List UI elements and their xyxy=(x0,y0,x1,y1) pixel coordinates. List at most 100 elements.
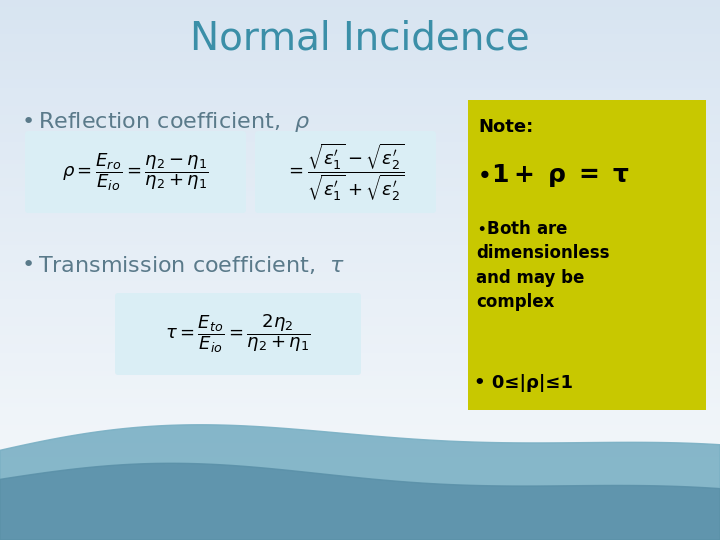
Bar xyxy=(0,467,720,472)
Bar xyxy=(0,390,720,396)
Bar xyxy=(0,368,720,374)
Bar xyxy=(0,525,720,531)
Bar xyxy=(0,125,720,131)
Bar xyxy=(0,454,720,459)
Bar xyxy=(0,107,720,112)
Bar xyxy=(0,89,720,94)
Bar xyxy=(0,489,720,495)
Bar xyxy=(0,66,720,72)
Bar xyxy=(0,76,720,81)
Bar xyxy=(0,3,720,9)
Bar xyxy=(0,130,720,135)
Bar xyxy=(0,431,720,436)
Bar xyxy=(0,354,720,360)
Bar xyxy=(0,377,720,382)
Bar xyxy=(0,170,720,176)
Bar xyxy=(0,449,720,455)
Text: $= \dfrac{\sqrt{\varepsilon_1^{\prime}} - \sqrt{\varepsilon_2^{\prime}}}{\sqrt{\: $= \dfrac{\sqrt{\varepsilon_1^{\prime}} … xyxy=(285,141,405,203)
Bar xyxy=(0,363,720,369)
Bar xyxy=(0,427,720,432)
Text: •: • xyxy=(22,255,35,275)
Bar xyxy=(0,292,720,297)
Bar xyxy=(0,80,720,85)
Bar xyxy=(0,404,720,409)
Bar xyxy=(0,476,720,482)
Bar xyxy=(0,246,720,252)
Bar xyxy=(0,269,720,274)
Bar xyxy=(0,12,720,18)
Bar xyxy=(0,152,720,158)
Bar xyxy=(0,238,720,243)
Bar xyxy=(0,305,720,310)
Bar xyxy=(0,211,720,216)
Bar xyxy=(0,417,720,423)
Bar xyxy=(0,188,720,193)
Bar xyxy=(0,255,720,261)
Text: • 0≤|ρ|≤1: • 0≤|ρ|≤1 xyxy=(474,374,573,392)
Bar xyxy=(0,0,720,4)
Bar xyxy=(0,278,720,284)
Bar xyxy=(0,219,720,225)
Bar xyxy=(0,22,720,27)
Bar xyxy=(0,111,720,117)
Bar xyxy=(0,57,720,63)
Bar xyxy=(0,26,720,31)
Bar xyxy=(0,116,720,122)
Bar xyxy=(0,508,720,513)
Bar xyxy=(0,39,720,45)
Bar xyxy=(0,481,720,486)
Bar xyxy=(0,413,720,418)
Bar xyxy=(0,381,720,387)
Bar xyxy=(0,350,720,355)
Bar xyxy=(0,309,720,315)
Bar xyxy=(0,373,720,378)
Polygon shape xyxy=(0,463,720,540)
Bar xyxy=(0,98,720,104)
Text: •: • xyxy=(22,112,35,132)
Bar xyxy=(0,287,720,293)
Bar xyxy=(0,400,720,405)
Bar xyxy=(0,192,720,198)
Bar xyxy=(0,435,720,441)
Bar xyxy=(0,408,720,414)
Bar xyxy=(0,471,720,477)
Bar xyxy=(0,260,720,266)
Bar xyxy=(0,521,720,526)
Bar xyxy=(0,201,720,207)
Bar xyxy=(0,165,720,171)
Bar xyxy=(0,498,720,504)
Bar xyxy=(0,494,720,500)
Bar xyxy=(0,228,720,234)
Bar xyxy=(0,503,720,509)
Bar xyxy=(0,332,720,338)
Bar xyxy=(0,346,720,351)
FancyBboxPatch shape xyxy=(115,293,361,375)
Bar xyxy=(0,161,720,166)
Bar xyxy=(0,386,720,391)
Bar xyxy=(0,206,720,212)
Bar xyxy=(0,84,720,90)
Bar xyxy=(0,17,720,23)
Bar xyxy=(0,233,720,239)
Bar xyxy=(0,30,720,36)
Bar xyxy=(0,71,720,77)
Bar xyxy=(0,143,720,148)
Bar xyxy=(0,49,720,54)
Bar xyxy=(0,273,720,279)
Bar xyxy=(0,215,720,220)
Bar xyxy=(0,516,720,522)
Bar xyxy=(0,336,720,342)
Bar xyxy=(0,134,720,139)
Bar xyxy=(0,44,720,50)
FancyBboxPatch shape xyxy=(255,131,436,213)
Bar xyxy=(0,485,720,490)
FancyBboxPatch shape xyxy=(468,100,706,410)
Bar xyxy=(0,440,720,445)
Bar xyxy=(0,300,720,306)
Bar xyxy=(0,282,720,288)
Bar xyxy=(0,323,720,328)
Bar xyxy=(0,184,720,189)
Bar xyxy=(0,174,720,180)
Text: Note:: Note: xyxy=(478,118,534,136)
Bar xyxy=(0,327,720,333)
